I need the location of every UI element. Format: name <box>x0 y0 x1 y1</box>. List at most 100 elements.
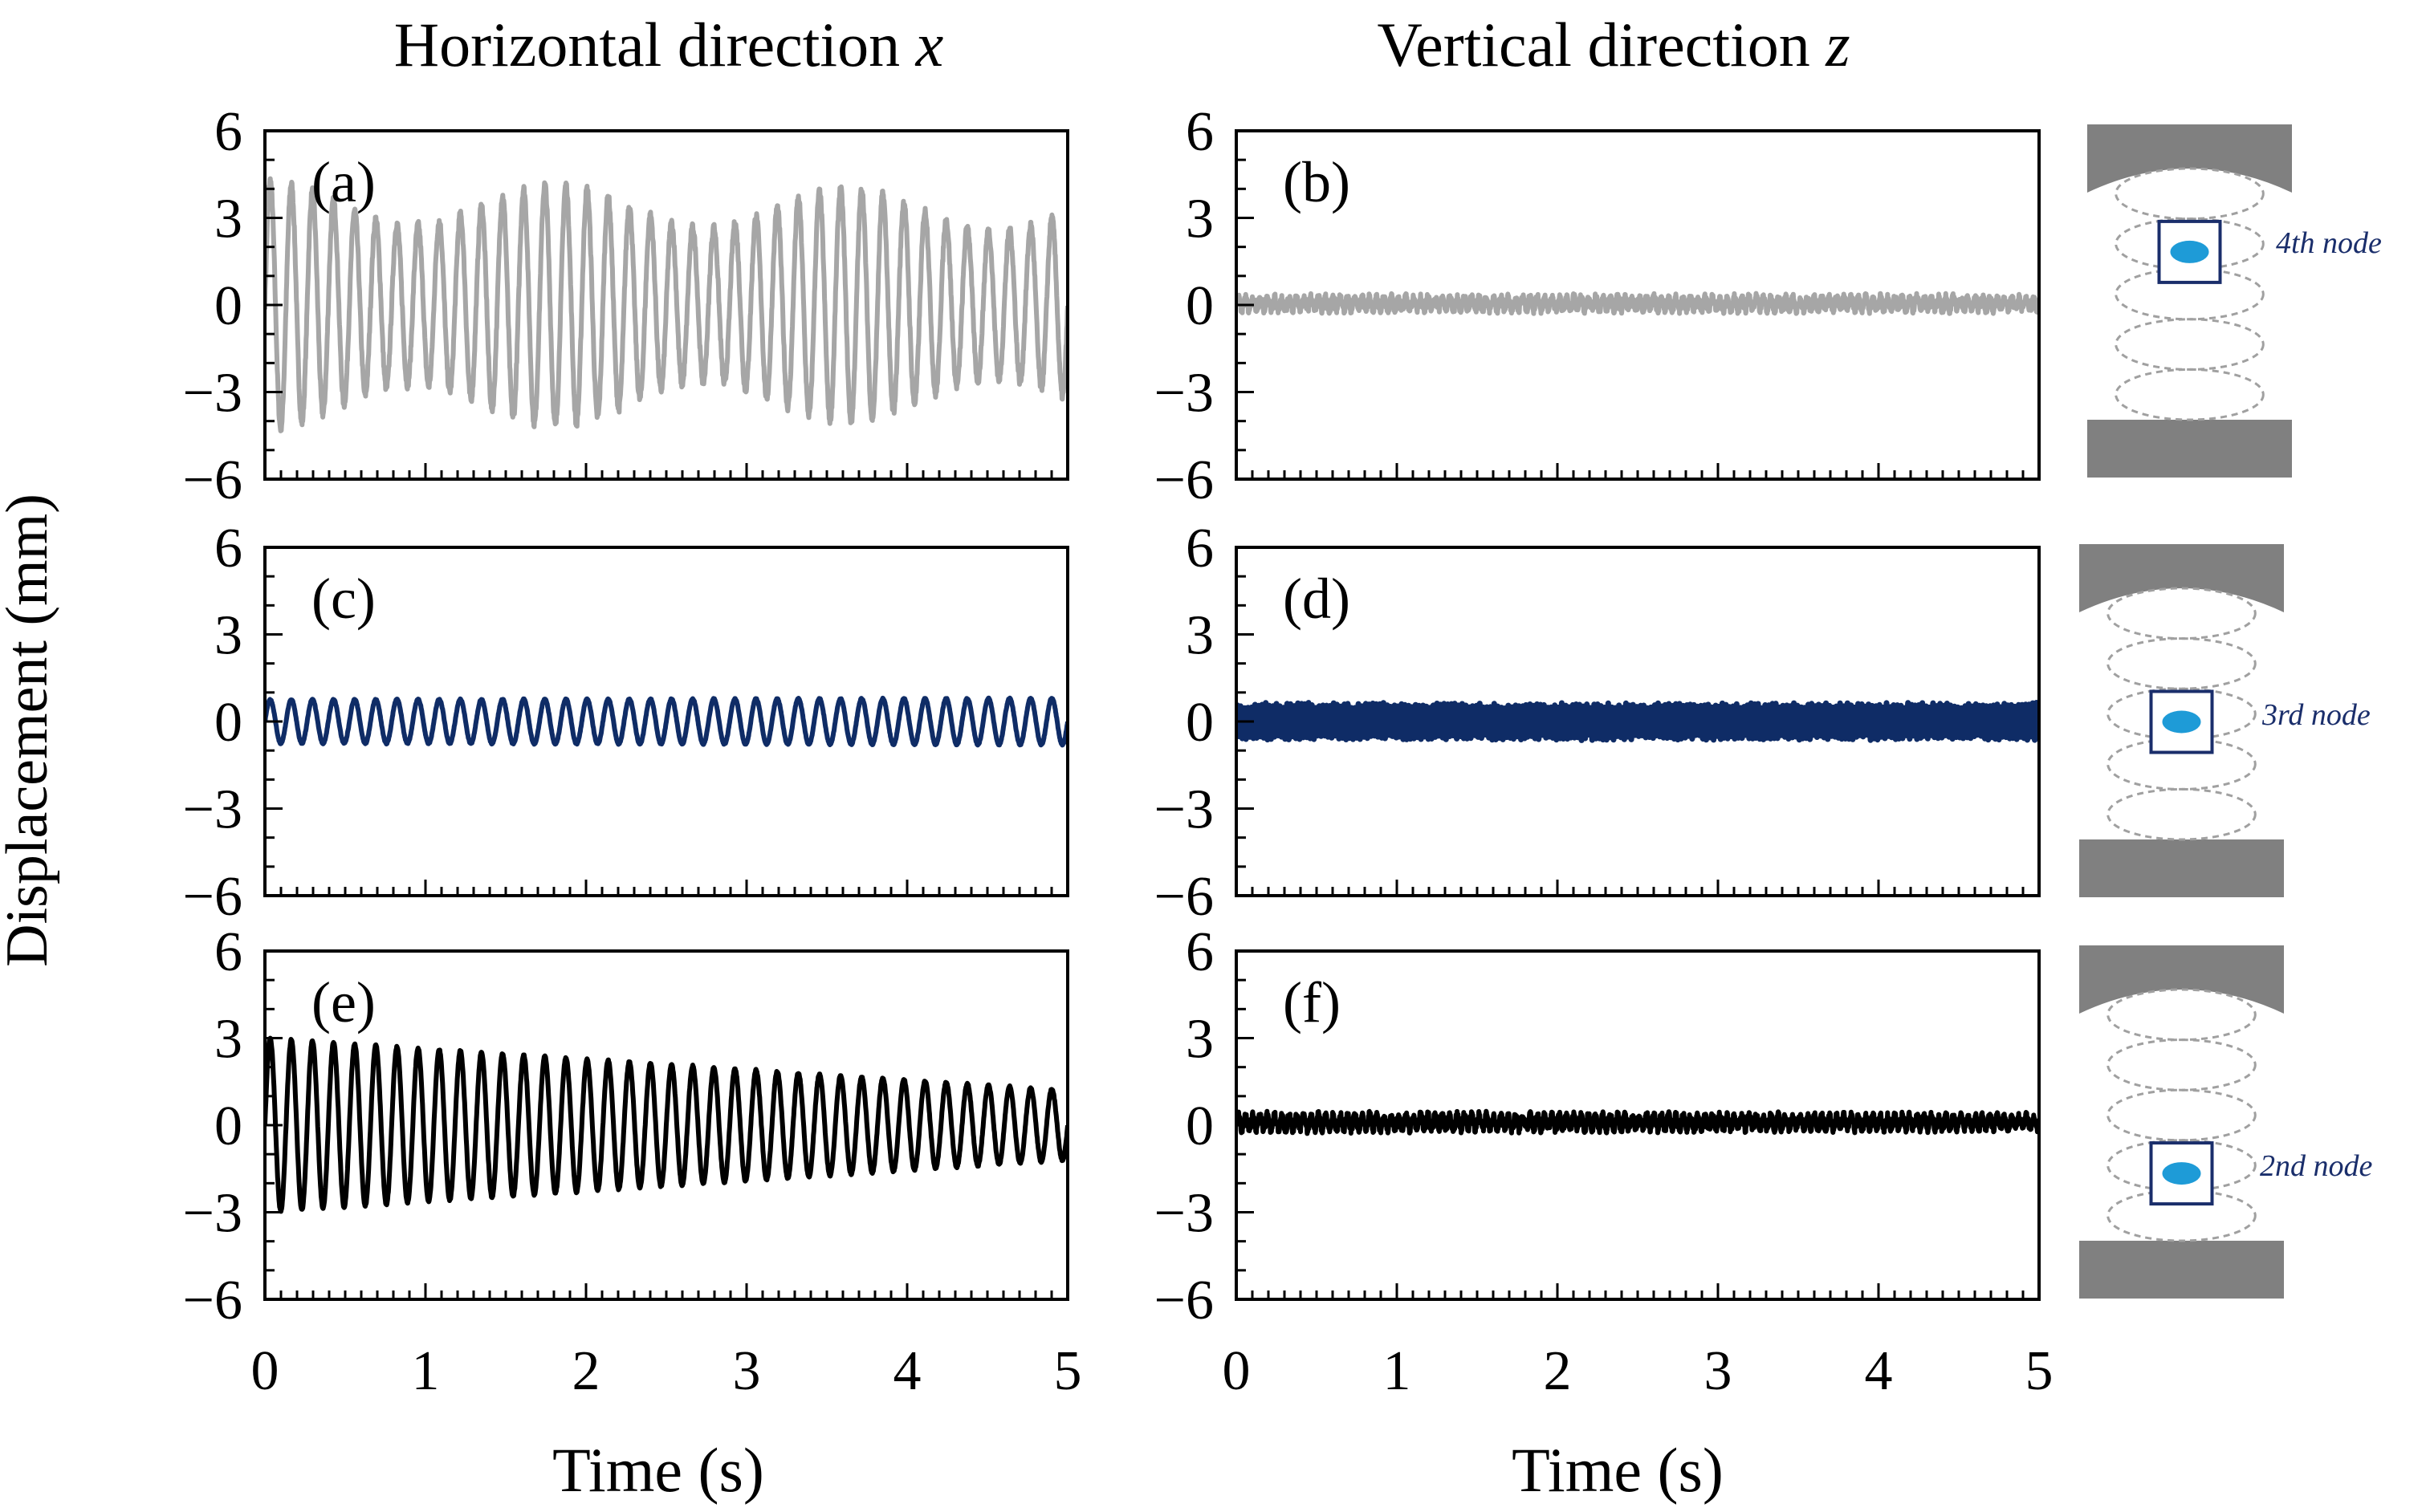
x-tick-label: 1 <box>1383 1340 1411 1402</box>
panel-d: 6 3 0 −3 −6 (d) <box>1154 518 2041 928</box>
y-tick-label: −6 <box>183 1270 242 1331</box>
x-tick-label: 0 <box>1223 1340 1251 1402</box>
y-tick-label: 6 <box>214 101 242 163</box>
x-tick-label: 0 <box>251 1340 279 1402</box>
x-tick-label: 3 <box>1704 1340 1732 1402</box>
y-tick-label: 6 <box>1186 101 1214 163</box>
y-tick-label: −3 <box>1154 363 1214 425</box>
inset-4: 4th node <box>2087 124 2382 478</box>
y-tick-label: 3 <box>214 605 242 667</box>
y-tick-label: 6 <box>214 518 242 579</box>
y-tick-label: 0 <box>214 1095 242 1157</box>
panel-label: (c) <box>311 567 376 631</box>
mode-ellipse <box>2106 988 2257 1042</box>
y-tick-label: 3 <box>214 189 242 250</box>
x-tick-label: 2 <box>1544 1340 1572 1402</box>
y-tick-label: −3 <box>1154 779 1214 841</box>
title-horizontal-var: x <box>915 10 944 79</box>
x-axis-label-right: Time (s) <box>1512 1435 1724 1505</box>
series-line <box>1236 1108 2039 1136</box>
panel-c: 6 3 0 −3 −6 (c) <box>183 518 1069 928</box>
y-tick-label: 0 <box>214 275 242 337</box>
x-tick-label: 3 <box>733 1340 761 1402</box>
mode-ellipse <box>2106 787 2257 841</box>
x-tick-label: 5 <box>2025 1340 2054 1402</box>
panel-label: (a) <box>311 150 376 214</box>
node-marker <box>2162 710 2201 734</box>
node-label: 3rd node <box>2261 698 2371 732</box>
x-tick-label: 4 <box>893 1340 922 1402</box>
y-tick-label: 0 <box>1186 275 1214 337</box>
panel-label: (f) <box>1283 970 1341 1034</box>
y-tick-label: −3 <box>1154 1183 1214 1245</box>
title-vertical: Vertical direction z <box>1377 10 1850 79</box>
title-vertical-var: z <box>1825 10 1850 79</box>
y-tick-label: −6 <box>183 866 242 928</box>
x-tick-label: 4 <box>1865 1340 1893 1402</box>
panel-label: (b) <box>1283 150 1350 214</box>
mode-ellipse <box>2106 1088 2257 1142</box>
top-support <box>2087 124 2292 193</box>
inset-3: 3rd node <box>2079 544 2371 897</box>
inset-2: 2nd node <box>2079 945 2373 1299</box>
panel-label: (e) <box>311 970 376 1034</box>
x-tick-label: 2 <box>572 1340 600 1402</box>
series-line <box>265 695 1068 748</box>
y-tick-label: 3 <box>1186 189 1214 250</box>
x-axis-label-left: Time (s) <box>552 1435 764 1505</box>
node-marker <box>2170 240 2209 263</box>
y-tick-label: −6 <box>1154 449 1214 511</box>
mode-ellipse <box>2106 1038 2257 1091</box>
series-line <box>1236 700 2039 743</box>
series-line <box>1236 291 2039 316</box>
y-tick-label: −6 <box>1154 866 1214 928</box>
title-horizontal-prefix: Horizontal direction <box>394 10 900 79</box>
mode-ellipse <box>2115 167 2265 221</box>
mode-ellipse <box>2106 738 2257 791</box>
panel-a: 6 3 0 −3 −6 (a) <box>183 101 1069 511</box>
node-box <box>2149 1141 2214 1206</box>
bottom-support <box>2079 1241 2284 1299</box>
top-support <box>2079 945 2284 1014</box>
y-tick-label: 0 <box>1186 1095 1214 1157</box>
panel-b: 6 3 0 −3 −6 (b) <box>1154 101 2041 511</box>
node-label: 4th node <box>2276 226 2382 260</box>
node-marker <box>2162 1162 2201 1185</box>
panel-f: 630−3−60 1 2 3 4 5(f) <box>1154 921 2054 1402</box>
panel-label: (d) <box>1283 567 1350 631</box>
series-line <box>265 1035 1068 1214</box>
y-tick-label: 0 <box>214 692 242 754</box>
y-tick-label: −6 <box>183 449 242 511</box>
y-tick-label: 6 <box>1186 921 1214 983</box>
bottom-support <box>2087 420 2292 478</box>
y-tick-label: 0 <box>1186 692 1214 754</box>
bottom-support <box>2079 839 2284 897</box>
y-tick-label: 3 <box>214 1009 242 1071</box>
panels: 6 3 0 −3 −6 (a) 6 3 0 −3 −6 (b) 6 3 0 −3 −6 (c) 6 3 0 −3 −6 (d)… <box>183 101 2054 1402</box>
y-tick-label: 3 <box>1186 605 1214 667</box>
mode-ellipse <box>2106 1189 2257 1242</box>
y-tick-label: −6 <box>1154 1270 1214 1331</box>
mode-ellipse <box>2106 637 2257 690</box>
top-support <box>2079 544 2284 612</box>
y-tick-label: 6 <box>214 921 242 983</box>
y-axis-label: Displacement (mm) <box>0 494 60 967</box>
y-tick-label: 3 <box>1186 1009 1214 1071</box>
y-tick-label: 6 <box>1186 518 1214 579</box>
mode-ellipse <box>2115 368 2265 421</box>
y-tick-label: −3 <box>183 1183 242 1245</box>
y-tick-label: −3 <box>183 363 242 425</box>
x-tick-label: 1 <box>412 1340 440 1402</box>
title-vertical-prefix: Vertical direction <box>1377 10 1809 79</box>
mode-ellipse <box>2106 587 2257 640</box>
mode-ellipse <box>2115 318 2265 371</box>
mode-ellipse <box>2115 267 2265 321</box>
node-label: 2nd node <box>2260 1149 2373 1183</box>
insets: 4th node 3rd node 2nd node <box>2079 124 2382 1299</box>
x-tick-label: 5 <box>1054 1340 1082 1402</box>
title-horizontal: Horizontal direction x <box>394 10 944 79</box>
panel-e: 630−3−60 1 2 3 4 5(e) <box>183 921 1082 1402</box>
y-tick-label: −3 <box>183 779 242 841</box>
series-line <box>265 176 1068 433</box>
